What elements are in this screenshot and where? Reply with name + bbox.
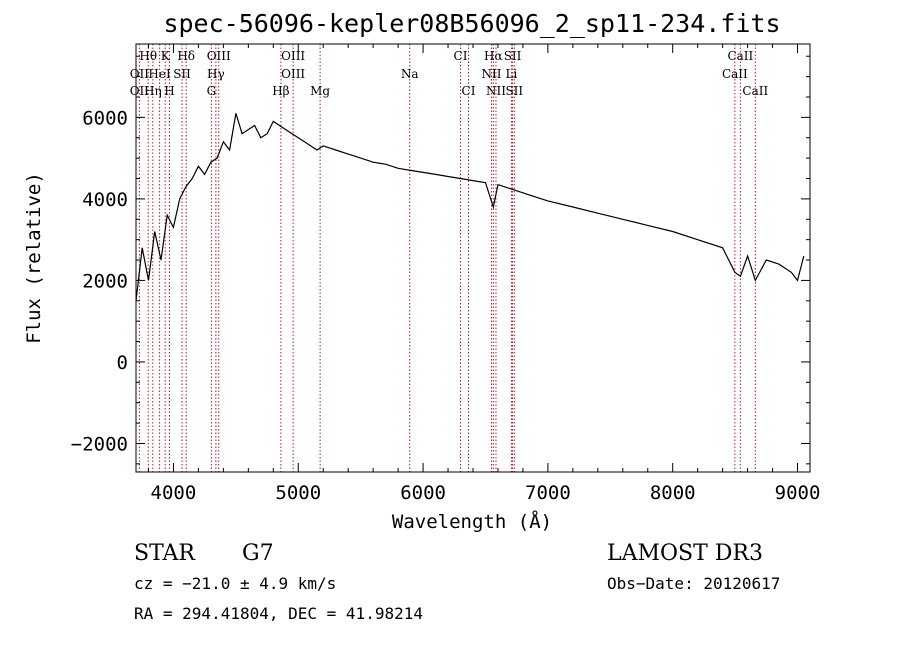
chart-title: spec-56096-kepler08B56096_2_sp11-234.fit… <box>163 9 780 38</box>
line-id-label: HeI <box>148 67 171 81</box>
line-id-label: Hβ <box>272 84 289 98</box>
line-id-markers <box>138 44 756 472</box>
y-tick-label: 6000 <box>82 107 128 129</box>
line-id-label: CI <box>462 84 476 98</box>
x-tick-label: 9000 <box>775 482 821 504</box>
x-tick-label: 5000 <box>275 482 321 504</box>
line-id-label: CaII <box>722 67 748 81</box>
line-id-label: OII <box>130 67 150 81</box>
x-tick-label: 4000 <box>151 482 197 504</box>
plot-frame <box>135 43 811 473</box>
line-id-label: Hα <box>484 49 503 63</box>
x-axis-label: Wavelength (Å) <box>392 510 552 533</box>
line-id-label: Na <box>401 67 419 81</box>
line-id-label: Hδ <box>177 49 195 63</box>
y-tick-label: 4000 <box>82 189 128 211</box>
line-id-label: OII <box>130 84 150 98</box>
line-id-label: SII <box>504 49 522 63</box>
line-id-label: G <box>207 84 217 98</box>
line-id-label: NII <box>486 84 506 98</box>
line-id-label: Hγ <box>207 67 225 81</box>
velocity: cz = −21.0 ± 4.9 km/s <box>134 574 336 593</box>
line-id-label: H <box>164 84 174 98</box>
line-id-label: CI <box>454 49 468 63</box>
y-axis-ticks: −2000 0 2000 4000 6000 <box>71 55 810 465</box>
subclass: G7 <box>242 541 274 566</box>
line-id-label: SII <box>505 84 523 98</box>
y-axis-label: Flux (relative) <box>23 172 45 344</box>
line-id-label: K <box>161 49 171 63</box>
line-id-label: OIII <box>281 67 305 81</box>
x-tick-label: 8000 <box>650 482 696 504</box>
obs-date: Obs−Date: 20120617 <box>607 574 780 593</box>
coordinates: RA = 294.41804, DEC = 41.98214 <box>134 604 423 623</box>
x-axis-ticks: 4000 5000 6000 7000 8000 9000 <box>147 44 821 504</box>
line-id-label: Mg <box>310 84 330 98</box>
line-id-label: Li <box>506 67 518 81</box>
y-tick-label: 2000 <box>82 270 128 292</box>
x-tick-label: 7000 <box>525 482 571 504</box>
line-id-label: CaII <box>742 84 768 98</box>
object-class: STAR <box>134 541 196 566</box>
line-id-label: OIII <box>281 49 305 63</box>
x-tick-label: 6000 <box>400 482 446 504</box>
y-tick-label: −2000 <box>71 433 128 455</box>
spectrum-line <box>135 113 805 301</box>
y-tick-label: 0 <box>117 352 128 374</box>
line-id-label: CaII <box>727 49 753 63</box>
survey-name: LAMOST DR3 <box>607 541 763 566</box>
line-id-label: NII <box>481 67 501 81</box>
line-id-label: Hθ <box>139 49 157 63</box>
line-id-label: SII <box>173 67 191 81</box>
line-id-label: OIII <box>207 49 231 63</box>
line-id-label: Hη <box>144 84 162 98</box>
